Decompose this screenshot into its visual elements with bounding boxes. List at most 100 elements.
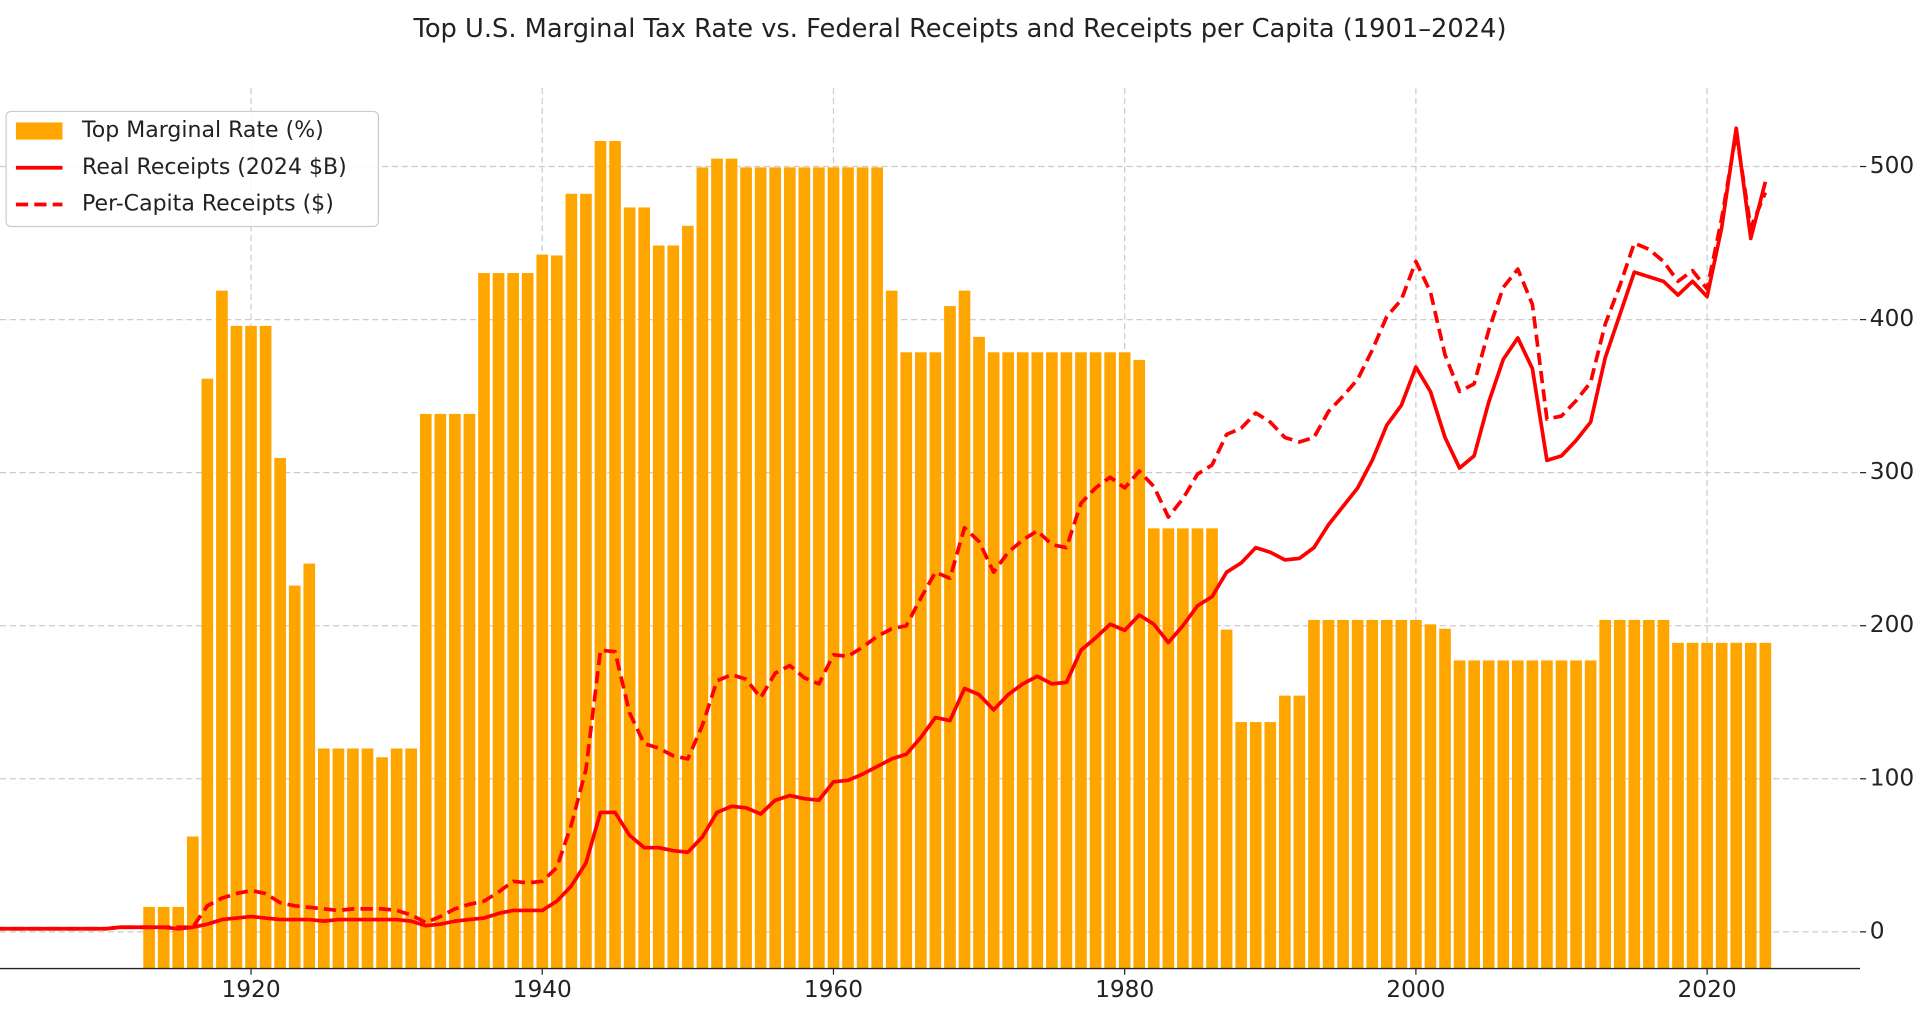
bar <box>1075 352 1087 969</box>
bar <box>1424 624 1437 969</box>
bar <box>449 413 461 969</box>
bar <box>1191 528 1204 969</box>
bar <box>318 748 330 969</box>
bar <box>1162 528 1175 969</box>
bar <box>216 290 228 969</box>
x-tick-label: 1980 <box>1095 976 1154 1003</box>
bar <box>1744 642 1757 969</box>
bar <box>1249 722 1262 969</box>
chart-title: Top U.S. Marginal Tax Rate vs. Federal R… <box>412 14 1506 44</box>
bar <box>1672 642 1684 969</box>
bar <box>1730 642 1743 969</box>
bar <box>652 245 665 969</box>
bar <box>594 140 607 969</box>
bar <box>1046 352 1058 969</box>
bar <box>682 225 694 969</box>
bar <box>1322 619 1335 969</box>
bar <box>1104 352 1116 969</box>
bar <box>288 585 301 969</box>
line <box>0 126 1768 931</box>
bar <box>1264 722 1277 969</box>
bar <box>1439 628 1451 969</box>
bar <box>1337 619 1349 969</box>
bar <box>463 413 476 969</box>
bar <box>842 167 854 969</box>
bar <box>1613 619 1626 969</box>
bar <box>1279 695 1291 969</box>
bar <box>1686 642 1699 969</box>
bar <box>871 167 883 969</box>
bar <box>376 757 388 969</box>
bar <box>521 273 534 969</box>
bar <box>536 254 549 969</box>
bar <box>201 378 214 969</box>
bar <box>769 167 782 969</box>
bar <box>186 836 199 969</box>
bar <box>1511 660 1524 969</box>
bar <box>1628 619 1641 969</box>
bar <box>987 352 1000 969</box>
bar <box>1701 642 1713 969</box>
bar <box>667 245 680 969</box>
bar <box>1031 352 1044 969</box>
bar <box>1715 642 1728 969</box>
bar <box>157 906 170 969</box>
bar <box>783 167 796 969</box>
bar <box>1555 660 1568 969</box>
bar <box>1366 619 1379 969</box>
bar <box>550 255 563 969</box>
y2-tick-label: 0 <box>1870 917 1885 944</box>
axes: 1920 1940 1960 1980 2000 2020 0 100 200 300 400 500 <box>0 152 1914 1003</box>
bar <box>1526 660 1539 969</box>
bar <box>856 167 869 969</box>
bar <box>1133 359 1146 969</box>
bar <box>1016 352 1029 969</box>
x-tick-label: 2000 <box>1386 976 1445 1003</box>
legend-label: Per-Capita Receipts ($) <box>82 191 334 216</box>
bar <box>1643 619 1655 969</box>
bar <box>1235 722 1247 969</box>
bar <box>259 325 272 969</box>
line <box>0 131 1768 931</box>
bar <box>827 167 840 969</box>
y2-tick-label: 500 <box>1870 152 1914 179</box>
bar <box>973 336 985 969</box>
bar <box>434 413 447 969</box>
bar <box>798 167 811 969</box>
bar <box>492 273 505 969</box>
bar <box>1002 352 1015 969</box>
x-tick-label: 1920 <box>221 976 280 1003</box>
bar <box>623 207 636 969</box>
bar <box>478 273 490 969</box>
bar <box>725 158 738 969</box>
legend-label: Real Receipts (2024 $B) <box>82 155 347 180</box>
bar <box>754 167 767 969</box>
legend: Top Marginal Rate (%) Real Receipts (2024… <box>5 110 379 228</box>
bar <box>1308 619 1320 969</box>
bar <box>1206 528 1218 969</box>
bar <box>944 306 956 969</box>
bar <box>361 748 374 969</box>
legend-label: Top Marginal Rate (%) <box>81 118 324 143</box>
bar <box>1395 619 1408 969</box>
bar <box>1118 352 1131 969</box>
bar <box>1468 660 1480 969</box>
bar <box>1497 660 1510 969</box>
bar <box>1570 660 1582 969</box>
bar <box>1147 528 1160 969</box>
bar <box>1482 660 1495 969</box>
bar <box>1453 660 1466 969</box>
legend-swatch <box>15 122 63 140</box>
bar <box>638 207 650 969</box>
bar <box>580 193 592 969</box>
bar <box>1293 695 1306 969</box>
bar <box>419 413 432 969</box>
x-tick-label: 1940 <box>513 976 572 1003</box>
bar <box>507 273 519 969</box>
bar <box>347 748 359 969</box>
bar <box>303 563 316 969</box>
x-tick-label: 2020 <box>1678 976 1737 1003</box>
bar <box>609 140 621 969</box>
y2-tick-label: 300 <box>1870 458 1914 485</box>
bar <box>1657 619 1670 969</box>
